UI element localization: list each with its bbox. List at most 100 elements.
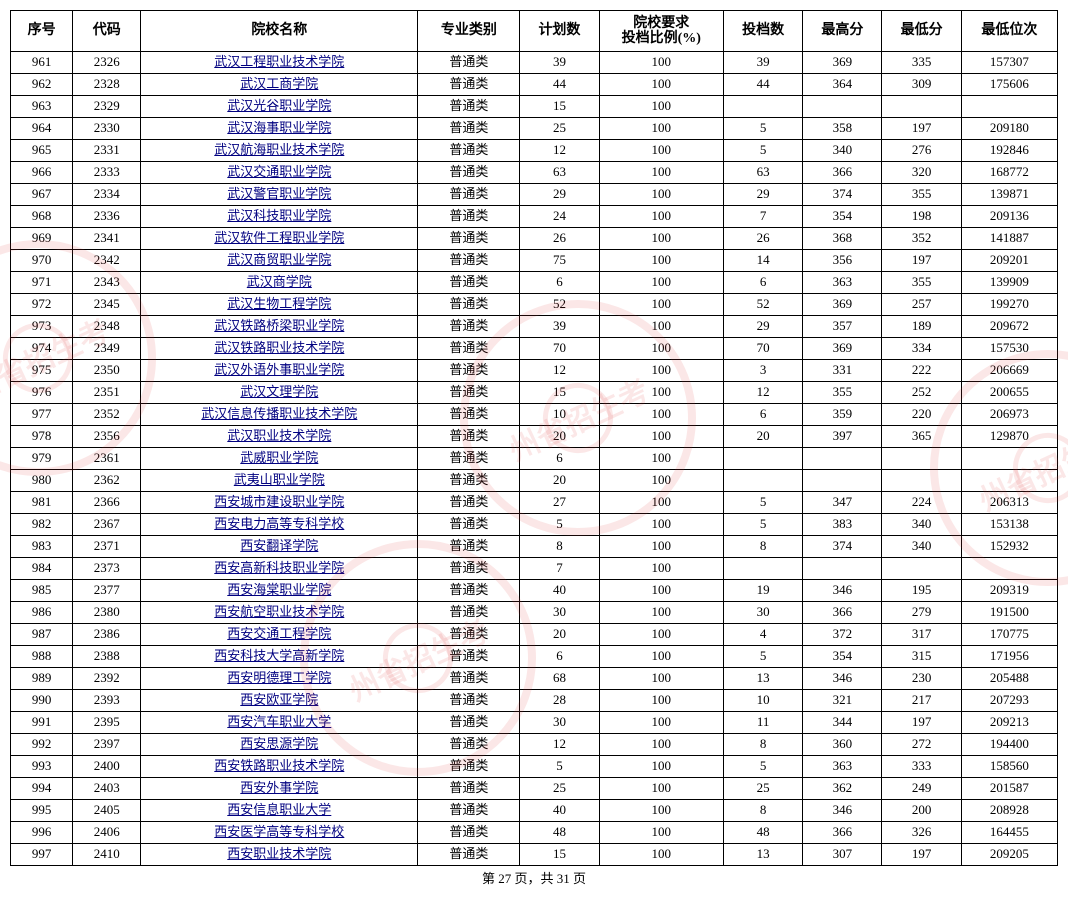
cell-3: 普通类	[418, 426, 520, 448]
school-link[interactable]: 西安科技大学高新学院	[214, 648, 344, 663]
cell-2: 西安医学高等专科学校	[141, 822, 418, 844]
school-link[interactable]: 西安信息职业大学	[227, 802, 331, 817]
cell-0: 968	[11, 206, 73, 228]
school-link[interactable]: 西安海棠职业学院	[227, 582, 331, 597]
school-link[interactable]: 武汉商学院	[247, 274, 312, 289]
cell-0: 971	[11, 272, 73, 294]
school-link[interactable]: 武汉商贸职业学院	[227, 252, 331, 267]
cell-2: 武汉软件工程职业学院	[141, 228, 418, 250]
cell-0: 976	[11, 382, 73, 404]
cell-8: 189	[882, 316, 961, 338]
cell-5: 100	[599, 822, 724, 844]
school-link[interactable]: 武汉工程职业技术学院	[214, 54, 344, 69]
cell-5: 100	[599, 624, 724, 646]
cell-3: 普通类	[418, 602, 520, 624]
page-footer: 第 27 页，共 31 页	[10, 868, 1058, 887]
cell-2: 武汉铁路职业技术学院	[141, 338, 418, 360]
cell-8: 355	[882, 272, 961, 294]
school-link[interactable]: 武汉文理学院	[240, 384, 318, 399]
cell-7	[803, 96, 882, 118]
school-link[interactable]: 武汉光谷职业学院	[227, 98, 331, 113]
cell-8: 197	[882, 844, 961, 866]
school-link[interactable]: 武汉警官职业学院	[227, 186, 331, 201]
cell-7: 340	[803, 140, 882, 162]
school-link[interactable]: 武汉交通职业学院	[227, 164, 331, 179]
cell-3: 普通类	[418, 470, 520, 492]
cell-8	[882, 448, 961, 470]
cell-2: 西安城市建设职业学院	[141, 492, 418, 514]
school-link[interactable]: 武汉职业技术学院	[227, 428, 331, 443]
school-link[interactable]: 武汉软件工程职业学院	[214, 230, 344, 245]
cell-0: 992	[11, 734, 73, 756]
cell-7: 360	[803, 734, 882, 756]
school-link[interactable]: 西安医学高等专科学校	[214, 824, 344, 839]
table-row: 9762351武汉文理学院普通类1510012355252200655	[11, 382, 1058, 404]
cell-4: 24	[520, 206, 599, 228]
cell-7: 346	[803, 580, 882, 602]
cell-1: 2361	[73, 448, 141, 470]
school-link[interactable]: 西安欧亚学院	[240, 692, 318, 707]
table-row: 9672334武汉警官职业学院普通类2910029374355139871	[11, 184, 1058, 206]
school-link[interactable]: 西安高新科技职业学院	[214, 560, 344, 575]
cell-6: 29	[724, 184, 803, 206]
school-link[interactable]: 武汉航海职业技术学院	[214, 142, 344, 157]
cell-1: 2373	[73, 558, 141, 580]
school-link[interactable]: 武汉铁路桥梁职业学院	[214, 318, 344, 333]
school-link[interactable]: 西安思源学院	[240, 736, 318, 751]
school-link[interactable]: 西安电力高等专科学校	[214, 516, 344, 531]
cell-9: 139909	[961, 272, 1057, 294]
cell-1: 2328	[73, 74, 141, 96]
school-link[interactable]: 武汉科技职业学院	[227, 208, 331, 223]
cell-9	[961, 448, 1057, 470]
cell-0: 964	[11, 118, 73, 140]
school-link[interactable]: 西安交通工程学院	[227, 626, 331, 641]
cell-5: 100	[599, 272, 724, 294]
school-link[interactable]: 武夷山职业学院	[234, 472, 325, 487]
col-header-4: 计划数	[520, 11, 599, 52]
cell-3: 普通类	[418, 624, 520, 646]
cell-3: 普通类	[418, 382, 520, 404]
school-link[interactable]: 武汉工商学院	[240, 76, 318, 91]
school-link[interactable]: 西安铁路职业技术学院	[214, 758, 344, 773]
table-row: 9832371西安翻译学院普通类81008374340152932	[11, 536, 1058, 558]
school-link[interactable]: 武汉信息传播职业技术学院	[201, 406, 357, 421]
school-link[interactable]: 西安职业技术学院	[227, 846, 331, 861]
cell-9: 139871	[961, 184, 1057, 206]
school-link[interactable]: 武威职业学院	[240, 450, 318, 465]
school-link[interactable]: 武汉铁路职业技术学院	[214, 340, 344, 355]
cell-6: 11	[724, 712, 803, 734]
school-link[interactable]: 西安城市建设职业学院	[214, 494, 344, 509]
table-row: 9912395西安汽车职业大学普通类3010011344197209213	[11, 712, 1058, 734]
cell-4: 12	[520, 360, 599, 382]
cell-8: 217	[882, 690, 961, 712]
cell-6: 30	[724, 602, 803, 624]
cell-1: 2386	[73, 624, 141, 646]
cell-3: 普通类	[418, 206, 520, 228]
school-link[interactable]: 西安航空职业技术学院	[214, 604, 344, 619]
cell-9	[961, 558, 1057, 580]
cell-7	[803, 558, 882, 580]
cell-8: 257	[882, 294, 961, 316]
school-link[interactable]: 西安明德理工学院	[227, 670, 331, 685]
school-link[interactable]: 武汉生物工程学院	[227, 296, 331, 311]
school-link[interactable]: 武汉海事职业学院	[227, 120, 331, 135]
cell-8: 200	[882, 800, 961, 822]
cell-6: 4	[724, 624, 803, 646]
cell-0: 972	[11, 294, 73, 316]
table-row: 9872386西安交通工程学院普通类201004372317170775	[11, 624, 1058, 646]
cell-0: 988	[11, 646, 73, 668]
cell-3: 普通类	[418, 580, 520, 602]
cell-4: 68	[520, 668, 599, 690]
cell-0: 981	[11, 492, 73, 514]
school-link[interactable]: 西安外事学院	[240, 780, 318, 795]
cell-4: 15	[520, 844, 599, 866]
cell-4: 29	[520, 184, 599, 206]
school-link[interactable]: 西安汽车职业大学	[227, 714, 331, 729]
cell-9: 194400	[961, 734, 1057, 756]
school-link[interactable]: 武汉外语外事职业学院	[214, 362, 344, 377]
cell-1: 2326	[73, 52, 141, 74]
cell-7: 369	[803, 338, 882, 360]
cell-4: 25	[520, 778, 599, 800]
school-link[interactable]: 西安翻译学院	[240, 538, 318, 553]
cell-6	[724, 448, 803, 470]
